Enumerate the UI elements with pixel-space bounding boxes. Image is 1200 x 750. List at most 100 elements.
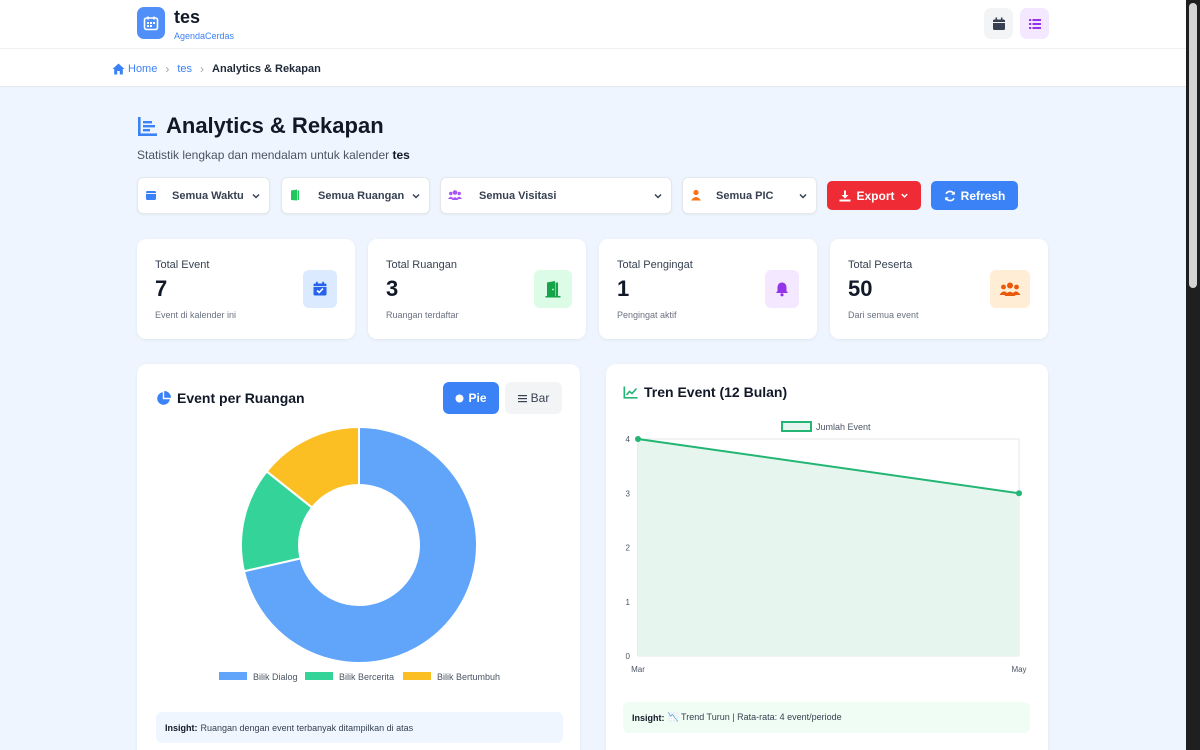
stat-description: Event di kalender ini (155, 310, 237, 320)
insight-label: Insight: (632, 712, 665, 723)
legend-swatch (219, 672, 247, 680)
trend-chart-panel: Tren Event (12 Bulan) 0 1 2 3 4 Mar May Jumlah … (606, 364, 1048, 750)
users-icon (448, 190, 462, 200)
list-icon (1028, 18, 1041, 29)
chevron-down-icon (654, 193, 662, 199)
refresh-button[interactable]: Refresh (931, 181, 1018, 210)
stat-card-total-peserta: Total Peserta 50 Dari semua event (830, 239, 1048, 339)
chart-line-icon (623, 386, 638, 399)
user-icon (691, 189, 701, 201)
filter-visibility-select[interactable]: Semua Visitasi (440, 177, 672, 214)
trend-insight-box: Insight: 📉 Trend Turun | Rata-rata: 4 ev… (623, 702, 1030, 733)
breadcrumb-calendar[interactable]: tes (177, 63, 193, 75)
filter-time-select[interactable]: Semua Waktu (137, 177, 270, 214)
trend-chart-title: Tren Event (12 Bulan) (623, 384, 787, 400)
app-title: tes (174, 7, 201, 27)
app-header: tes AgendaCerdas (0, 0, 1186, 49)
room-pie-chart: Bilik Dialog Bilik Bercerita Bilik Bertumb… (219, 425, 500, 682)
chevron-right-icon: › (165, 62, 170, 76)
legend-swatch (403, 672, 431, 680)
insight-text: Ruangan dengan event terbanyak ditampilk… (200, 722, 414, 733)
x-tick-label: Mar (631, 665, 645, 674)
y-tick-label: 1 (626, 598, 631, 607)
app-logo[interactable] (137, 7, 165, 39)
scrollbar-thumb[interactable] (1189, 3, 1197, 288)
stat-value: 3 (386, 276, 399, 301)
refresh-label: Refresh (960, 188, 1006, 203)
room-chart-title-text: Event per Ruangan (177, 390, 305, 406)
filter-room-value: Semua Ruangan (318, 190, 405, 202)
calendar-check-icon (303, 270, 337, 308)
data-point (1016, 490, 1022, 497)
legend-label: Bilik Bertumbuh (437, 672, 500, 682)
stat-title: Total Peserta (848, 259, 913, 271)
page-subtitle-calendar: tes (392, 148, 410, 162)
y-tick-label: 2 (626, 544, 631, 553)
stat-title: Total Event (155, 259, 210, 271)
bar-toggle-button[interactable]: Bar (505, 382, 562, 414)
stat-description: Pengingat aktif (617, 310, 677, 320)
stat-value: 50 (848, 276, 873, 301)
series-area (638, 439, 1019, 656)
door-open-icon (534, 270, 572, 308)
stat-value: 1 (617, 276, 630, 301)
room-chart-panel: Event per Ruangan Pie Bar Bilik Dialog Bi… (137, 364, 580, 750)
calendar-view-button[interactable] (984, 8, 1013, 39)
breadcrumb-home[interactable]: Home (128, 63, 158, 75)
bars-icon (517, 394, 527, 402)
stat-card-total-ruangan: Total Ruangan 3 Ruangan terdaftar (368, 239, 586, 339)
door-open-icon (291, 189, 299, 201)
y-tick-label: 4 (626, 435, 631, 444)
trend-line-chart: 0 1 2 3 4 Mar May Jumlah Event (626, 421, 1027, 674)
users-icon (990, 270, 1030, 308)
stat-card-total-pengingat: Total Pengingat 1 Pengingat aktif (599, 239, 817, 339)
stat-title: Total Ruangan (386, 259, 457, 271)
stat-description: Dari semua event (848, 310, 919, 320)
page-subtitle: Statistik lengkap dan mendalam untuk kal… (137, 148, 410, 162)
page-scrollbar[interactable] (1186, 0, 1200, 750)
filter-room-select[interactable]: Semua Ruangan (281, 177, 430, 214)
calendar-icon (992, 17, 1005, 30)
y-tick-label: 0 (626, 652, 631, 661)
legend-swatch (305, 672, 333, 680)
x-tick-label: May (1011, 665, 1026, 674)
chevron-right-icon: › (200, 62, 205, 76)
export-label: Export (856, 188, 895, 203)
insight-text: 📉 Trend Turun | Rata-rata: 4 event/perio… (667, 712, 842, 722)
calendar-icon (146, 191, 156, 200)
legend-label: Bilik Dialog (253, 672, 298, 682)
breadcrumb: Home › tes › Analytics & Rekapan (112, 62, 321, 76)
filter-visibility-value: Semua Visitasi (479, 190, 557, 202)
stat-description: Ruangan terdaftar (386, 310, 459, 320)
chevron-down-icon (412, 193, 420, 199)
chart-pie-icon (157, 390, 171, 405)
download-icon (839, 190, 851, 201)
refresh-icon (944, 190, 955, 201)
chevron-down-icon (799, 193, 807, 199)
legend-label: Bilik Bercerita (339, 672, 394, 682)
home-icon (112, 63, 125, 75)
trend-chart-title-text: Tren Event (12 Bulan) (644, 384, 788, 400)
calendar-icon (143, 16, 159, 31)
list-view-button[interactable] (1020, 8, 1049, 39)
pie-slice (265, 425, 360, 509)
app-subtitle: AgendaCerdas (174, 31, 235, 41)
chevron-down-icon (252, 193, 260, 199)
page-title: Analytics & Rekapan (137, 113, 384, 139)
pie-toggle-button[interactable]: Pie (443, 382, 499, 414)
stat-value: 7 (155, 276, 168, 301)
room-chart-title: Event per Ruangan (156, 390, 305, 406)
data-point (635, 436, 641, 442)
bar-toggle-label: Bar (530, 391, 550, 405)
pie-slice (242, 425, 478, 664)
export-button[interactable]: Export (827, 181, 921, 210)
chevron-down-icon (900, 193, 908, 198)
stat-title: Total Pengingat (617, 259, 693, 271)
insight-label: Insight: (165, 722, 198, 733)
room-insight-box: Insight: Ruangan dengan event terbanyak … (156, 712, 563, 743)
bell-icon (765, 270, 799, 308)
filter-pic-select[interactable]: Semua PIC (682, 177, 817, 214)
breadcrumb-current: Analytics & Rekapan (212, 63, 321, 75)
filter-pic-value: Semua PIC (716, 190, 774, 202)
series-line (637, 438, 1020, 495)
